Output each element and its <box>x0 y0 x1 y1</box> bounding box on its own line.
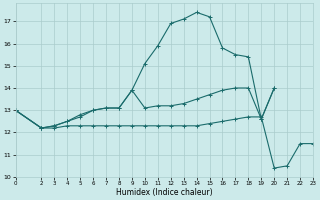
X-axis label: Humidex (Indice chaleur): Humidex (Indice chaleur) <box>116 188 212 197</box>
